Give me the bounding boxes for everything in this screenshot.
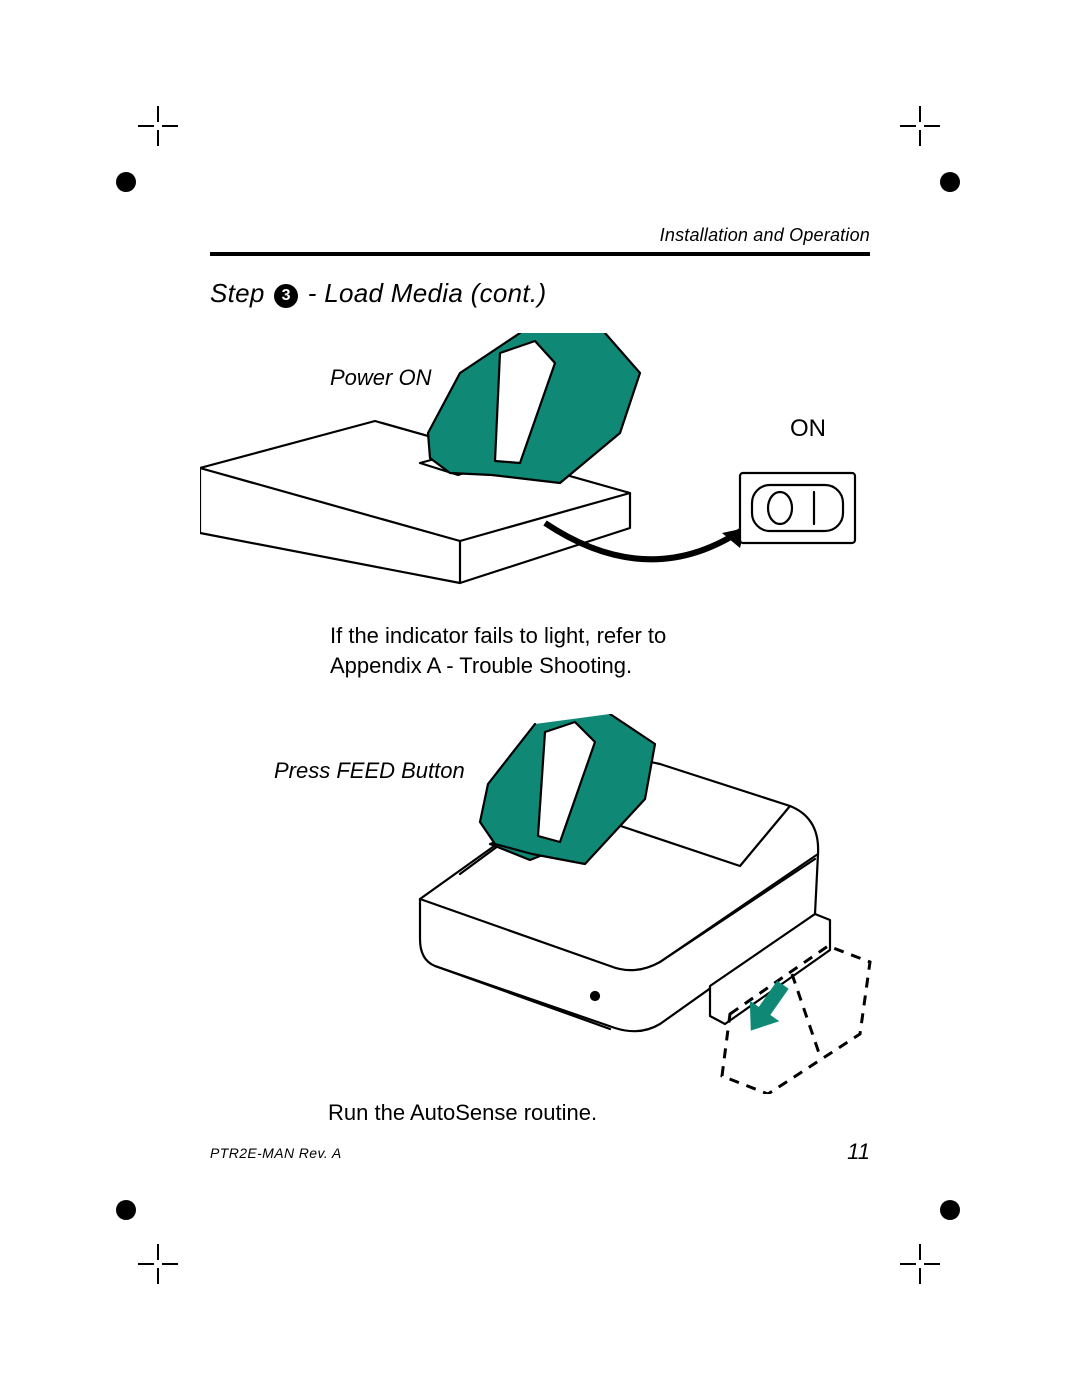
footer-doc-ref: PTR2E-MAN Rev. A — [210, 1145, 342, 1161]
footer-page-number: 11 — [847, 1139, 870, 1165]
reg-dot-bl — [116, 1200, 136, 1220]
power-on-illustration — [200, 333, 900, 593]
press-feed-illustration — [360, 714, 880, 1094]
switch-on-label: ON — [790, 415, 826, 443]
step-title: Step 3 - Load Media (cont.) — [210, 278, 870, 309]
crop-mark-tr — [902, 108, 938, 144]
crop-mark-bl — [140, 1246, 176, 1282]
running-head: Installation and Operation — [210, 225, 870, 246]
crop-mark-tl — [140, 108, 176, 144]
crop-mark-br — [902, 1246, 938, 1282]
step-suffix: - Load Media (cont.) — [300, 278, 546, 308]
reg-dot-tr — [940, 172, 960, 192]
step-prefix: Step — [210, 278, 265, 308]
reg-dot-br — [940, 1200, 960, 1220]
reg-dot-tl — [116, 172, 136, 192]
step-number-badge: 3 — [274, 284, 298, 308]
header-rule — [210, 252, 870, 256]
